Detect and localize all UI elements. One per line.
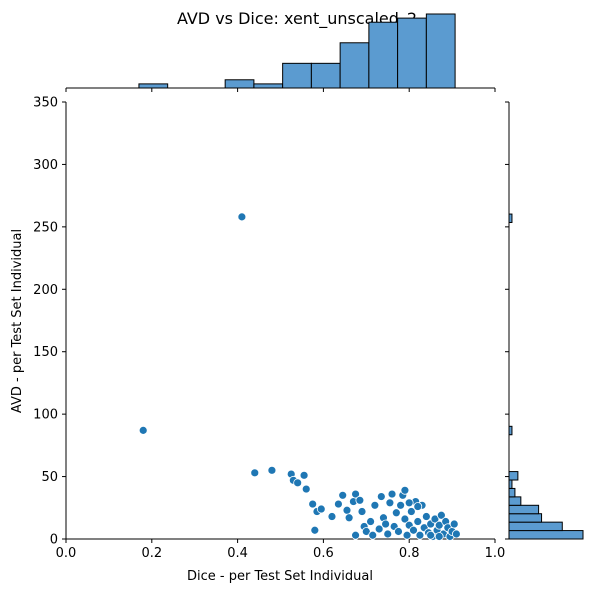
scatter-point <box>404 498 414 508</box>
chart-title: AVD vs Dice: xent_unscaled_2 <box>177 9 417 29</box>
y-tick-label: 200 <box>33 283 58 298</box>
marginal-y-bar <box>508 521 563 532</box>
scatter-point <box>381 519 391 529</box>
marginal-y-bar <box>508 504 540 515</box>
x-axis-label: Dice - per Test Set Individual <box>187 569 373 584</box>
y-axis-label: AVD - per Test Set Individual <box>10 229 25 413</box>
marginal-x-bar <box>253 83 284 89</box>
scatter-point <box>361 527 371 536</box>
y-tick-label: 250 <box>33 220 58 235</box>
marginal-y-bar <box>508 530 584 540</box>
y-tick-label: 350 <box>33 96 58 111</box>
scatter-point <box>413 502 423 511</box>
scatter-point <box>434 520 444 530</box>
scatter-point <box>406 507 416 516</box>
scatter-point <box>334 499 343 509</box>
scatter-point <box>387 489 397 499</box>
x-tick-label: 0.8 <box>399 546 420 561</box>
x-tick-label: 0.2 <box>141 546 162 561</box>
main-axes: 0.0 0.2 0.4 0.6 0.8 1.0 0 50 100 150 200 250 300 350 <box>33 88 509 561</box>
marginal-x-histogram <box>66 13 495 89</box>
marginal-y-bar <box>508 479 513 489</box>
scatter-point <box>394 527 403 536</box>
scatter-point <box>436 510 446 520</box>
marginal-x-bar <box>368 21 399 89</box>
marginal-y-bar <box>508 425 513 436</box>
scatter-point <box>451 529 461 539</box>
x-tick-label: 0.6 <box>313 546 334 561</box>
scatter-point <box>413 517 423 526</box>
scatter-point <box>409 525 418 535</box>
scatter-point <box>400 485 410 495</box>
scatter-point <box>396 500 406 510</box>
scatter-point <box>310 525 320 535</box>
scatter-point <box>351 489 360 499</box>
scatter-point <box>316 504 326 514</box>
scatter-point <box>267 465 277 475</box>
scatter-point <box>385 498 395 508</box>
scatter-point <box>434 532 444 541</box>
y-tick-label: 300 <box>33 158 58 173</box>
scatter-point <box>374 524 384 534</box>
x-tick-label: 0.0 <box>56 546 77 561</box>
scatter-point <box>415 530 425 540</box>
marginal-y-bar <box>508 471 519 481</box>
scatter-point <box>237 212 247 222</box>
marginal-y-histogram <box>508 102 584 540</box>
y-tick-label: 0 <box>50 533 58 548</box>
scatter-point <box>421 512 431 521</box>
scatter-point <box>355 495 365 505</box>
x-axis-ticks: 0.0 0.2 0.4 0.6 0.8 1.0 <box>56 88 506 561</box>
scatter-point <box>138 425 148 435</box>
scatter-point <box>366 517 375 526</box>
scatter-point <box>376 492 386 501</box>
scatter-point <box>368 530 378 540</box>
scatter-point <box>327 512 337 521</box>
marginal-x-bar <box>310 62 341 89</box>
scatter-point <box>400 514 410 524</box>
marginal-y-bar <box>508 487 516 498</box>
marginal-x-bar <box>397 17 427 89</box>
scatter-point <box>402 530 412 540</box>
scatter-point <box>430 514 440 524</box>
marginal-x-bar <box>224 79 255 89</box>
scatter-point <box>449 519 459 529</box>
scatter-point <box>426 530 436 540</box>
x-tick-label: 1.0 <box>485 546 506 561</box>
scatter-point <box>293 478 303 488</box>
scatter-point <box>383 529 393 539</box>
x-tick-label: 0.4 <box>227 546 248 561</box>
y-tick-label: 50 <box>41 470 58 485</box>
scatter-point <box>301 484 311 494</box>
scatter-point <box>351 530 360 540</box>
marginal-y-bar <box>508 496 522 506</box>
scatter-point <box>391 508 401 518</box>
marginal-y-bar <box>508 213 513 223</box>
scatter-point <box>342 505 352 515</box>
marginal-x-bar <box>425 13 456 89</box>
y-tick-label: 100 <box>33 408 58 423</box>
scatter-point <box>308 499 318 509</box>
marginal-x-bar <box>339 42 370 89</box>
scatter-point <box>370 500 380 510</box>
y-axis-ticks: 0 50 100 150 200 250 300 350 <box>33 96 509 548</box>
scatter-point <box>338 490 348 500</box>
scatter-point <box>299 470 309 480</box>
marginal-x-bar <box>138 83 169 89</box>
scatter-point <box>357 507 367 516</box>
marginal-y-bar <box>508 513 543 523</box>
scatter-point <box>250 468 260 478</box>
y-tick-label: 150 <box>33 345 58 360</box>
scatter-points <box>138 212 461 541</box>
marginal-x-bar <box>282 62 312 89</box>
scatter-point <box>344 513 354 523</box>
